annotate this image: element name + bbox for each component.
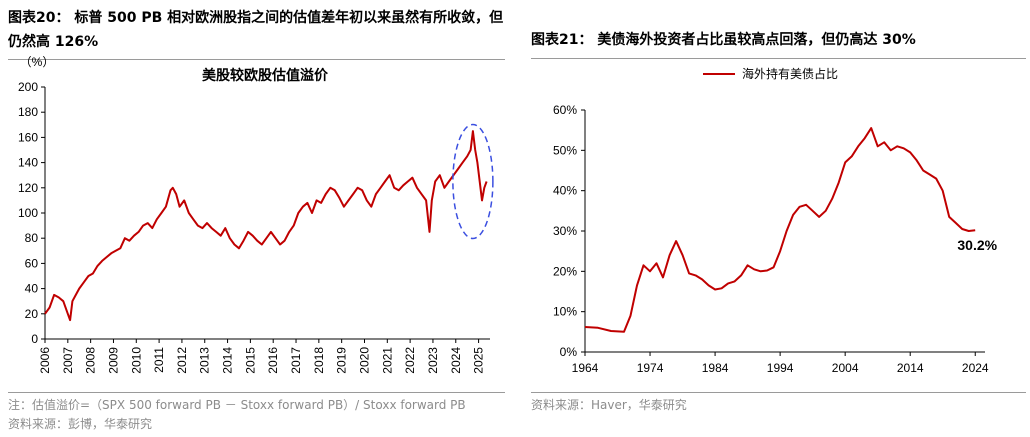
x-tick-label: 2006 — [38, 347, 52, 374]
x-tick-label: 2007 — [61, 347, 75, 374]
title-rule — [531, 58, 1026, 59]
figure-20-panel: 图表20： 标普 500 PB 相对欧洲股指之间的估值差年初以来虽然有所收敛，但… — [8, 10, 505, 431]
figure-20-title: 图表20： 标普 500 PB 相对欧洲股指之间的估值差年初以来虽然有所收敛，但… — [8, 10, 504, 50]
y-tick-label: 20 — [25, 307, 39, 321]
y-tick-label: 100 — [18, 206, 38, 220]
y-tick-label: 140 — [18, 156, 38, 170]
unit-label: （%） — [20, 55, 55, 69]
x-tick-label: 2011 — [152, 347, 166, 373]
x-tick-label: 2009 — [106, 347, 120, 374]
figure-21-source: 资料来源：Haver，华泰研究 — [531, 398, 687, 412]
chart-us-eu-valuation-premium: （%） 美股较欧股估值溢价 0 20 40 60 80 100 120 140 160 180 200 2… — [18, 55, 494, 374]
y-tick-label: 0 — [31, 332, 38, 346]
x-tick-label: 2023 — [426, 347, 440, 374]
y-tick-label: 10% — [553, 305, 577, 319]
x-tick-label: 2004 — [832, 361, 859, 375]
x-tick-label: 1994 — [767, 361, 794, 375]
y-tick-label: 50% — [553, 143, 577, 157]
end-value-label: 30.2% — [957, 237, 997, 253]
figure-20-source: 资料来源：彭博，华泰研究 — [8, 417, 153, 431]
x-tick-label: 1964 — [572, 361, 599, 375]
x-tick-label: 2019 — [335, 347, 349, 374]
x-tick-label: 2012 — [175, 347, 189, 374]
x-tick-label: 2024 — [449, 347, 463, 374]
figure-21-title: 图表21： 美债海外投资者占比虽较高点回落，但仍高达 30% — [531, 32, 916, 48]
chart-title: 美股较欧股估值溢价 — [202, 67, 329, 83]
x-tick-label: 2017 — [289, 347, 303, 374]
footer-rule — [531, 392, 1026, 393]
series-line-valuation-premium — [44, 130, 488, 322]
legend-label: 海外持有美债占比 — [742, 66, 838, 81]
x-tick-label: 2016 — [266, 347, 280, 374]
x-tick-label: 2013 — [198, 347, 212, 374]
y-tick-label: 80 — [25, 231, 39, 245]
x-tick-label: 2010 — [129, 347, 143, 374]
y-tick-label: 20% — [553, 264, 577, 278]
chart-foreign-holdings-share: 海外持有美债占比 0% 10% 20% 30% 40% 50% 60% 1964 1974 1984… — [553, 66, 998, 375]
y-tick-label: 0% — [560, 345, 578, 359]
x-tick-label: 2014 — [221, 347, 235, 374]
y-tick-label: 200 — [18, 80, 38, 94]
y-tick-label: 120 — [18, 181, 38, 195]
footer-rule — [8, 392, 505, 393]
figure-20-footnote: 注：估值溢价=（SPX 500 forward PB － Stoxx forwa… — [8, 398, 466, 412]
y-tick-label: 60 — [25, 256, 39, 270]
y-tick-label: 60% — [553, 103, 577, 117]
y-tick-label: 40 — [25, 282, 39, 296]
title-rule — [8, 59, 505, 60]
x-tick-label: 2018 — [312, 347, 326, 374]
figure-21-panel: 图表21： 美债海外投资者占比虽较高点回落，但仍高达 30% 海外持有美债占比 0… — [515, 0, 1030, 437]
x-tick-label: 2021 — [380, 347, 394, 374]
y-tick-label: 30% — [553, 224, 577, 238]
x-tick-label: 2008 — [84, 347, 98, 374]
x-tick-label: 2020 — [357, 347, 371, 374]
series-line-foreign-share — [584, 127, 976, 333]
y-tick-label: 180 — [18, 105, 38, 119]
x-tick-label: 2014 — [897, 361, 924, 375]
highlight-ellipse — [452, 123, 494, 240]
x-tick-label: 2024 — [962, 361, 989, 375]
x-tick-label: 2015 — [243, 347, 257, 374]
y-tick-label: 160 — [18, 130, 38, 144]
x-tick-label: 1984 — [702, 361, 729, 375]
x-tick-label: 2025 — [472, 347, 486, 374]
y-tick-label: 40% — [553, 184, 577, 198]
x-tick-label: 2022 — [403, 347, 417, 374]
x-tick-label: 1974 — [637, 361, 664, 375]
